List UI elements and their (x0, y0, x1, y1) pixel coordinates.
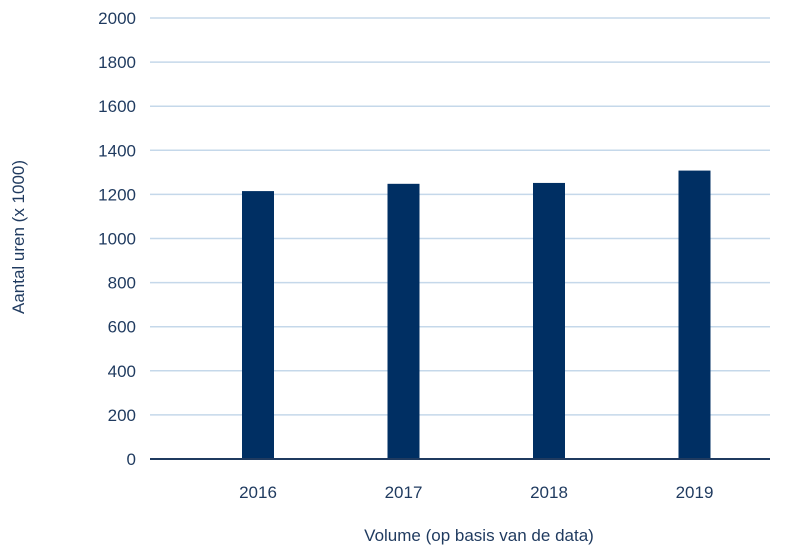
y-tick-label: 1800 (98, 53, 136, 72)
bar-2017 (387, 183, 420, 460)
y-tick-label: 0 (127, 450, 136, 469)
y-tick-label: 1200 (98, 185, 136, 204)
y-tick-label: 2000 (98, 9, 136, 28)
x-tick-label: 2017 (385, 483, 423, 502)
y-tick-label: 800 (108, 274, 136, 293)
x-tick-labels: 2016 2017 2018 2019 (239, 483, 713, 502)
x-axis-title: Volume (op basis van de data) (364, 526, 594, 545)
bar-2019 (678, 170, 711, 459)
y-tick-labels: 0 200 400 600 800 1000 1200 1400 1600 1800 2000 (98, 9, 136, 469)
y-tick-label: 400 (108, 362, 136, 381)
y-tick-label: 200 (108, 406, 136, 425)
y-axis-title: Aantal uren (x 1000) (9, 160, 28, 314)
bars (242, 170, 711, 460)
y-tick-label: 1000 (98, 230, 136, 249)
x-tick-label: 2018 (530, 483, 568, 502)
y-tick-label: 600 (108, 318, 136, 337)
bar-2016 (242, 191, 274, 459)
y-tick-label: 1400 (98, 141, 136, 160)
y-tick-label: 1600 (98, 97, 136, 116)
x-tick-label: 2019 (676, 483, 714, 502)
x-tick-label: 2016 (239, 483, 277, 502)
bar-2018 (533, 182, 565, 459)
